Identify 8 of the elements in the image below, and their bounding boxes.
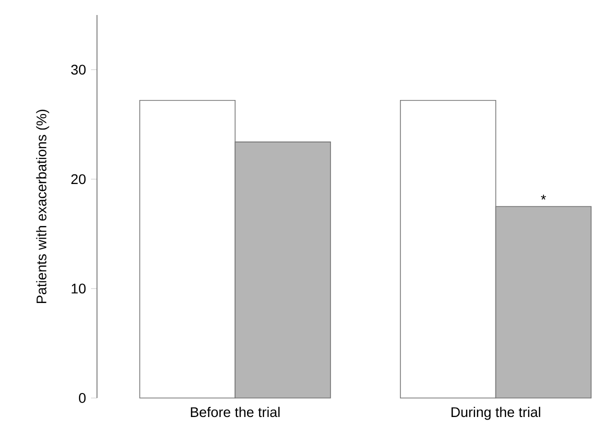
- annotation: *: [540, 194, 546, 200]
- y-tick-label: 30: [71, 64, 86, 75]
- x-tick-label: During the trial: [452, 406, 540, 420]
- y-axis-title: Patients with exacerbations (%): [36, 110, 50, 304]
- x-tick-label: Before the trial: [190, 406, 280, 418]
- y-tick-label: 10: [72, 284, 86, 294]
- y-tick-label: 20: [71, 174, 86, 184]
- y-tick-label: 0: [78, 393, 86, 403]
